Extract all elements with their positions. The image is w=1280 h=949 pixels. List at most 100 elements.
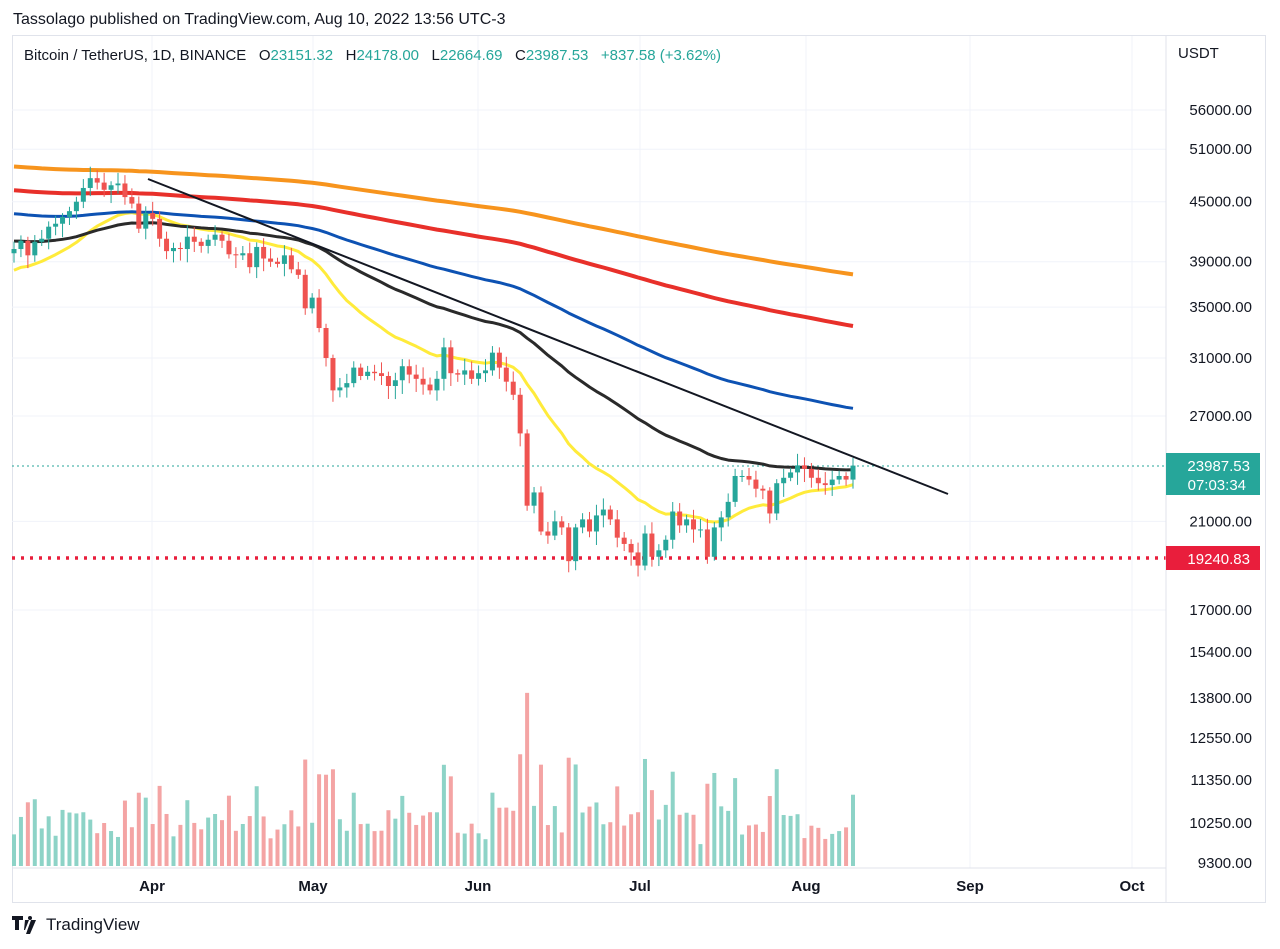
candle-body: [545, 531, 551, 536]
volume-bar: [372, 831, 377, 866]
price-tick-label: 45000.00: [1189, 194, 1252, 211]
volume-bar: [206, 817, 211, 866]
candle-body: [788, 472, 794, 478]
price-tick-label: 51000.00: [1189, 141, 1252, 158]
candle-body: [261, 246, 267, 259]
candle-body: [11, 249, 17, 254]
volume-bar: [150, 824, 155, 866]
price-tick-label: 21000.00: [1189, 513, 1252, 530]
ema-black-line: [14, 221, 854, 472]
volume-bar: [469, 823, 474, 866]
candle-body: [46, 226, 52, 239]
volume-bar: [247, 816, 252, 866]
volume-bar: [760, 831, 765, 866]
volume-bar: [109, 831, 114, 866]
candle-body: [385, 375, 391, 386]
price-tick-label: 27000.00: [1189, 408, 1252, 425]
high-label: H: [345, 47, 357, 64]
candle-body: [559, 521, 565, 528]
candle-body: [122, 183, 128, 198]
volume-bar: [171, 836, 176, 866]
volume-bar: [518, 754, 523, 866]
candle-body: [226, 240, 232, 255]
candle-body: [621, 537, 627, 544]
support-badge: [1166, 546, 1260, 570]
time-tick-label: Oct: [1119, 878, 1144, 895]
time-tick-label: May: [298, 878, 328, 895]
volume-bar: [122, 800, 127, 866]
volume-bar: [802, 838, 807, 866]
candle-body: [434, 378, 440, 391]
tradingview-logo-icon: [12, 916, 40, 934]
volume-bar: [545, 825, 550, 866]
candle-body: [233, 254, 239, 256]
candle-body: [663, 539, 669, 551]
volume-bar: [705, 783, 710, 866]
volume-bar: [116, 836, 121, 866]
candle-body: [656, 550, 662, 557]
candle-body: [25, 240, 31, 256]
candle-body: [358, 367, 364, 376]
volume-tick-label: 11350.00: [1191, 772, 1252, 789]
trendline: [147, 178, 949, 495]
candle-body: [822, 483, 828, 486]
candle-body: [836, 475, 842, 480]
candle-body: [39, 238, 45, 242]
candle-body: [531, 492, 537, 506]
candle-body: [496, 352, 502, 368]
volume-bar: [663, 804, 668, 866]
volume-bar: [795, 814, 800, 866]
volume-bar: [393, 818, 398, 866]
candle-body: [607, 509, 613, 520]
candle-body: [378, 373, 384, 376]
candle-body: [587, 519, 593, 532]
volume-bar: [46, 816, 51, 866]
volume-bar: [199, 829, 204, 866]
volume-bar: [698, 844, 703, 866]
grid: [12, 36, 1166, 868]
volume-bar: [733, 778, 738, 866]
volume-bar: [95, 833, 100, 866]
volume-bar: [296, 826, 301, 866]
candle-body: [635, 552, 641, 566]
volume-bar: [538, 764, 543, 866]
volume-bar: [18, 816, 23, 866]
candle-body: [392, 380, 398, 386]
candle-body: [281, 255, 287, 264]
low-label: L: [431, 47, 440, 64]
candle-body: [406, 366, 412, 375]
open-value: 23151.32: [270, 47, 334, 64]
volume-bar: [434, 812, 439, 866]
candle-body: [781, 477, 787, 484]
volume-bar: [497, 807, 502, 866]
candle-body: [316, 297, 322, 329]
candle-body: [670, 511, 676, 540]
volume-bar: [39, 828, 44, 866]
candle-body: [108, 185, 114, 190]
volume-bar: [511, 810, 516, 866]
candle-body: [732, 475, 738, 502]
candle-body: [413, 374, 419, 379]
candle-body: [441, 347, 447, 379]
volume-bar: [525, 692, 530, 866]
volume-bar: [400, 795, 405, 866]
candle-body: [808, 468, 814, 478]
volume-bar: [816, 827, 821, 866]
volume-bar: [767, 796, 772, 866]
volume-tick-label: 13800.00: [1189, 690, 1252, 707]
candle-body: [73, 201, 79, 212]
candle-body: [691, 519, 697, 530]
candle-body: [80, 187, 86, 202]
candle-body: [184, 236, 190, 250]
candle-body: [760, 488, 766, 491]
volume-bar: [490, 792, 495, 866]
volume-bar: [88, 819, 93, 866]
volume-bar: [629, 814, 634, 866]
volume-bar: [233, 830, 238, 866]
volume-bar: [275, 829, 280, 866]
volume-bar: [684, 812, 689, 866]
volume-bar: [351, 792, 356, 866]
volume-bar: [344, 830, 349, 866]
volume-bar: [642, 758, 647, 866]
